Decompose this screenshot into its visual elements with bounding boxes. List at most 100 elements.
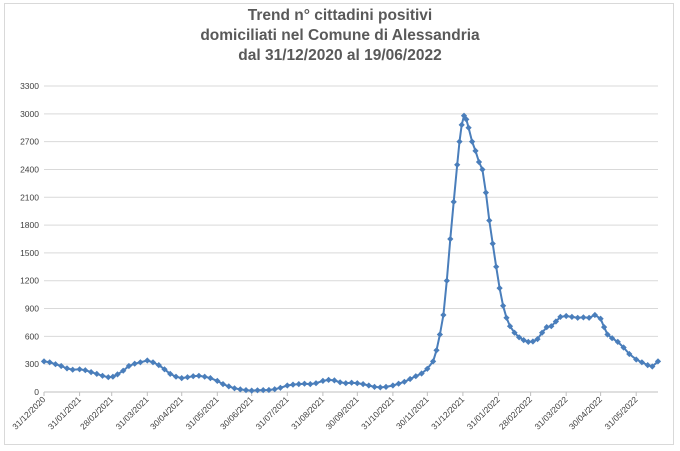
data-point (40, 358, 48, 365)
x-tick-label: 31/08/2021 (289, 394, 326, 431)
data-point (401, 378, 408, 385)
y-tick-label: 3300 (20, 81, 39, 91)
data-point (506, 323, 514, 330)
series-line (40, 112, 662, 394)
data-point (365, 382, 372, 389)
data-point (454, 161, 461, 168)
data-point (482, 189, 490, 196)
y-tick-label: 2100 (20, 192, 39, 202)
data-point (144, 357, 151, 364)
data-point (456, 138, 463, 145)
data-point (395, 380, 402, 387)
y-tick-label: 300 (25, 359, 39, 369)
data-point (82, 367, 89, 374)
x-tick-label: 30/06/2021 (218, 394, 255, 431)
data-point (319, 377, 327, 385)
chart-frame (4, 3, 674, 445)
y-tick-label: 2400 (20, 164, 39, 174)
data-point (574, 314, 581, 321)
chart-title: Trend n° cittadini positivi domiciliati … (0, 6, 680, 66)
x-tick-label: 31/03/2022 (532, 394, 569, 431)
data-point (406, 375, 414, 383)
data-point (563, 312, 570, 320)
x-tick-label: 31/12/2020 (10, 394, 47, 431)
data-point (248, 387, 255, 394)
data-point (515, 334, 523, 341)
x-tick-label: 28/02/2021 (78, 394, 115, 431)
data-point (295, 380, 302, 388)
data-point (301, 380, 308, 387)
data-point (568, 313, 576, 321)
data-point (354, 380, 361, 387)
data-point (260, 386, 267, 394)
x-tick-label: 30/04/2022 (567, 394, 604, 431)
x-tick-label: 31/01/2022 (465, 394, 502, 431)
data-point (172, 373, 180, 380)
data-point (195, 372, 203, 379)
data-point (325, 376, 332, 384)
data-point (265, 386, 273, 394)
data-point (580, 314, 587, 321)
data-point (433, 347, 440, 354)
data-point (225, 383, 232, 390)
data-point (440, 311, 447, 319)
data-point (348, 379, 355, 386)
data-point (76, 366, 83, 373)
x-tick-label: 31/12/2021 (429, 394, 466, 431)
data-point (93, 370, 100, 378)
data-point (389, 382, 397, 389)
x-tick-label: 28/02/2022 (497, 394, 534, 431)
data-point (447, 235, 454, 243)
y-tick-label: 1500 (20, 248, 39, 258)
x-tick-label: 30/04/2021 (148, 394, 185, 431)
x-tick-label: 31/03/2021 (114, 394, 151, 431)
data-point (436, 331, 444, 338)
chart-title-line-2: domiciliati nel Comune di Alessandria (200, 27, 480, 44)
data-point (377, 384, 384, 391)
data-point (638, 359, 646, 366)
y-tick-label: 600 (25, 331, 39, 341)
data-point (424, 365, 431, 372)
y-tick-label: 1800 (20, 220, 39, 230)
x-tick-label: 31/10/2021 (359, 394, 396, 431)
data-point (99, 372, 106, 379)
data-point (190, 373, 197, 380)
gridlines (44, 85, 658, 393)
data-point (644, 361, 651, 369)
data-point (418, 370, 425, 377)
data-point (201, 373, 208, 380)
data-point (289, 381, 297, 388)
data-point (600, 323, 608, 331)
data-point (371, 383, 378, 391)
data-point (412, 373, 419, 380)
data-point (496, 284, 503, 292)
data-point (450, 198, 457, 206)
data-point (63, 365, 71, 372)
data-point (178, 374, 185, 382)
data-point (184, 374, 191, 381)
data-point (525, 338, 532, 346)
data-point (503, 314, 510, 321)
data-point (493, 263, 500, 270)
data-point (277, 384, 284, 391)
x-tick-label: 31/07/2021 (254, 394, 291, 431)
data-point (465, 124, 472, 131)
y-axis: 0 300 600 900 1200 1500 1800 2100 2400 2700 3000 33… (20, 81, 39, 397)
data-point (284, 382, 291, 389)
data-point (429, 358, 437, 365)
data-point (359, 380, 367, 388)
data-point (336, 379, 344, 386)
data-point (342, 380, 349, 387)
data-point (207, 374, 214, 382)
x-tick-label: 30/11/2021 (394, 394, 431, 431)
data-point (585, 314, 593, 321)
data-point (489, 240, 496, 247)
data-point (87, 368, 95, 376)
data-point (69, 366, 76, 373)
y-tick-label: 900 (25, 304, 39, 314)
chart-title-line-3: dal 31/12/2020 al 19/06/2022 (238, 47, 442, 64)
data-point (479, 166, 486, 173)
y-tick-label: 1200 (20, 276, 39, 286)
data-point (382, 383, 390, 391)
y-tick-label: 3000 (20, 109, 39, 119)
